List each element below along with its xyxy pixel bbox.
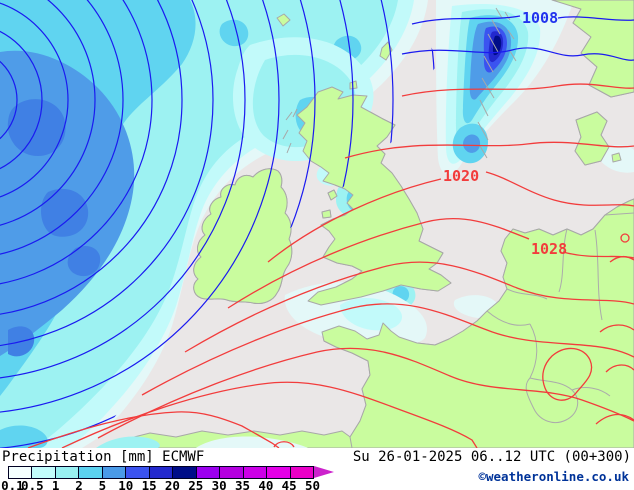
precip-norway-south-core xyxy=(463,134,481,153)
isobar-low-line2 xyxy=(401,47,634,61)
colorbar-label: 0.5 xyxy=(21,478,44,490)
copyright-link[interactable]: ©weatheronline.co.uk xyxy=(478,469,629,484)
colorbar-label: 40 xyxy=(258,478,274,490)
datetime-label: Su 26-01-2025 06..12 UTC (00+300) xyxy=(352,449,631,465)
colorbar-label: 30 xyxy=(211,478,227,490)
colorbar-segment xyxy=(243,467,268,478)
legend-title: Precipitation [mm] ECMWF xyxy=(2,449,205,465)
colorbar-segment xyxy=(196,467,221,478)
isobar-labels: 1008 1020 1028 xyxy=(443,9,567,258)
coast-hebrides xyxy=(282,108,298,154)
isobars-high-layer xyxy=(27,83,634,448)
colorbar-labels: 0.1 0.5 1 2 5 10 15 20 25 30 35 40 45 50 xyxy=(0,478,360,490)
precip-channel-05 xyxy=(340,297,403,331)
precip-norway-20 xyxy=(492,35,502,56)
colorbar-segment xyxy=(102,467,127,478)
precip-seengland-pale xyxy=(453,145,634,335)
colorbar-label: 5 xyxy=(98,478,107,490)
precip-core-10 xyxy=(7,99,101,357)
precip-biscay-pale xyxy=(196,436,308,448)
colorbar-segment xyxy=(173,467,197,478)
legend-bar: Precipitation [mm] ECMWF Su 26-01-2025 0… xyxy=(0,448,634,490)
colorbar-segment xyxy=(79,467,103,478)
weather-map-svg: 1008 1020 1028 xyxy=(0,0,634,448)
colorbar-label: 0.1 xyxy=(1,478,24,490)
colorbar-label: 25 xyxy=(188,478,204,490)
isobar-small-loop xyxy=(620,233,630,243)
colorbar-segment xyxy=(290,467,314,478)
colorbar-label: 1 xyxy=(51,478,60,490)
colorbar-segment xyxy=(55,467,80,478)
colorbar-label: 20 xyxy=(164,478,180,490)
colorbar-label: 15 xyxy=(141,478,157,490)
isobar-alps-loops xyxy=(273,255,634,448)
colorbar-segment xyxy=(267,467,291,478)
country-borders xyxy=(486,212,634,423)
isobar-label-1008: 1008 xyxy=(522,9,558,27)
colorbar-label: 10 xyxy=(118,478,134,490)
colorbar-label: 2 xyxy=(75,478,83,490)
colorbar-segment xyxy=(32,467,56,478)
colorbar-arrow-icon xyxy=(314,466,334,478)
coast-norway-fjords xyxy=(477,7,517,159)
colorbar-segments xyxy=(8,466,314,479)
colorbar-segment xyxy=(9,467,33,478)
colorbar-segment xyxy=(126,467,150,478)
colorbar-segment xyxy=(220,467,244,478)
isobar-label-1020: 1020 xyxy=(443,167,479,185)
colorbar-segment xyxy=(149,467,174,478)
colorbar-label: 35 xyxy=(234,478,251,490)
isobar-label-1028: 1028 xyxy=(531,240,567,258)
colorbar-label: 50 xyxy=(305,478,321,490)
coastline-layer xyxy=(193,0,634,448)
map-area: 1008 1020 1028 xyxy=(0,0,634,448)
colorbar-label: 45 xyxy=(281,478,297,490)
isobar-1008-line xyxy=(411,15,634,25)
